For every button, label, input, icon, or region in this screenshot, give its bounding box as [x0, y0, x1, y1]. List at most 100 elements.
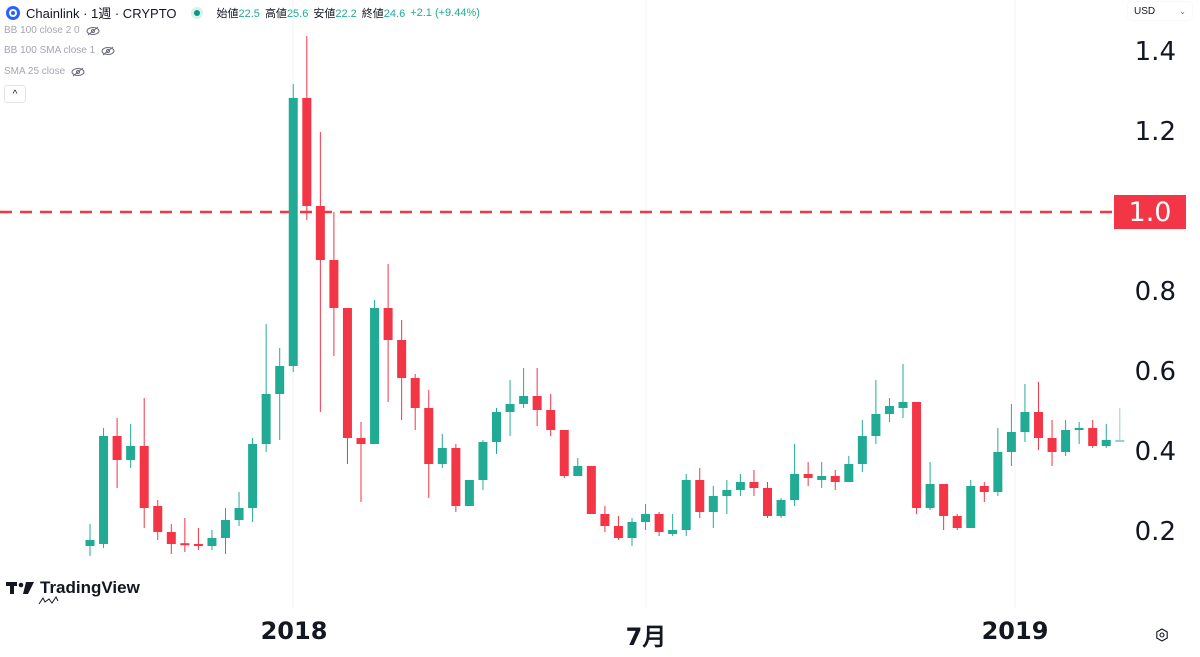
chainlink-logo-icon — [6, 5, 20, 20]
candle — [1006, 404, 1016, 466]
high-value: 25.6 — [286, 7, 309, 20]
drag-handle-icon[interactable] — [38, 596, 60, 606]
candle — [790, 444, 800, 506]
ohlc-high: 高値25.6 — [265, 5, 308, 21]
symbol-legend: Chainlink · 1週 · CRYPTO 始値22.5 高値25.6 安値… — [6, 3, 480, 22]
candle — [776, 498, 786, 518]
candle — [166, 524, 176, 554]
candle — [695, 468, 705, 518]
ohlc-open: 始値22.5 — [217, 5, 260, 21]
candle — [1061, 420, 1071, 456]
open-value: 22.5 — [238, 7, 260, 20]
candle — [180, 518, 190, 552]
candle — [410, 374, 420, 430]
y-tick-label: 0.6 — [1134, 357, 1176, 387]
candle — [857, 420, 867, 472]
low-value: 22.2 — [335, 7, 357, 20]
price-line-label[interactable]: 1.0 — [1114, 195, 1186, 229]
candle — [370, 300, 380, 444]
candle — [478, 440, 488, 490]
candle — [1101, 424, 1111, 448]
x-tick-label: 2018 — [260, 617, 328, 645]
candle — [939, 484, 949, 530]
candle — [600, 506, 610, 532]
close-value: 24.6 — [383, 7, 406, 20]
eye-off-icon[interactable] — [101, 46, 115, 56]
candle — [397, 320, 407, 420]
candles — [85, 36, 1125, 556]
y-tick-label: 1.2 — [1134, 117, 1176, 147]
y-tick-label: 0.8 — [1134, 277, 1176, 307]
price-change: +2.1 (+9.44%) — [410, 6, 480, 19]
candle — [708, 486, 718, 528]
collapse-indicators-button[interactable]: ^ — [4, 85, 26, 103]
candle — [288, 84, 298, 372]
candle — [641, 504, 651, 530]
indicator-bb-100-close[interactable]: BB 100 close 2 0 — [4, 25, 100, 36]
candle — [519, 368, 529, 408]
candle — [722, 480, 732, 514]
ohlc-low: 安値22.2 — [313, 5, 356, 21]
indicator-sma-25[interactable]: SMA 25 close — [4, 66, 85, 77]
candle — [451, 444, 461, 512]
candle — [126, 424, 136, 468]
grid-lines — [292, 0, 1016, 608]
settings-icon[interactable] — [1155, 628, 1169, 642]
candle — [221, 508, 230, 554]
candle — [925, 462, 935, 510]
x-tick-label: 2019 — [981, 617, 1049, 645]
eye-off-icon[interactable] — [86, 26, 100, 36]
open-label: 始値 — [216, 7, 239, 20]
candle — [668, 514, 678, 536]
candle — [492, 408, 501, 454]
candle — [613, 516, 623, 540]
candle — [329, 212, 339, 356]
symbol-title[interactable]: Chainlink · 1週 · CRYPTO — [26, 6, 177, 21]
tradingview-mark-icon — [6, 582, 34, 594]
candle — [586, 466, 596, 514]
candle — [1074, 422, 1084, 444]
candle — [952, 514, 962, 530]
candle — [573, 458, 583, 476]
indicator-bb-100-sma[interactable]: BB 100 SMA close 1 — [4, 45, 115, 56]
candle — [112, 418, 122, 488]
candle — [993, 428, 1003, 496]
y-tick-label: 0.2 — [1134, 517, 1176, 547]
candle — [505, 380, 515, 436]
candle — [803, 462, 813, 486]
candle — [153, 500, 163, 540]
indicator-label: SMA 25 close — [4, 66, 66, 77]
candle — [383, 264, 393, 402]
market-status-icon[interactable] — [190, 6, 203, 19]
y-tick-label: 1.4 — [1134, 37, 1176, 67]
candle — [1034, 382, 1043, 450]
candle — [830, 470, 840, 490]
candle — [193, 528, 203, 550]
tradingview-logo[interactable]: TradingView — [6, 578, 140, 598]
candle — [898, 364, 908, 418]
candle — [85, 524, 95, 556]
currency-selector[interactable]: USD ⌄ — [1128, 2, 1192, 20]
eye-off-icon[interactable] — [71, 67, 85, 77]
candle — [302, 36, 312, 220]
candle — [627, 518, 637, 546]
indicator-label: BB 100 close 2 0 — [4, 25, 80, 36]
x-tick-label: 7月 — [625, 623, 667, 651]
candle — [884, 398, 894, 422]
candle — [464, 480, 474, 506]
candle — [356, 422, 366, 502]
candle — [871, 380, 881, 444]
ohlc-close: 終値24.6 — [362, 5, 405, 21]
candle — [681, 474, 691, 536]
high-label: 高値 — [264, 7, 287, 20]
close-label: 終値 — [361, 7, 384, 20]
y-tick-label: 0.4 — [1134, 437, 1176, 467]
candle — [424, 390, 434, 498]
candle — [261, 324, 271, 452]
candle — [546, 394, 556, 436]
candle — [979, 482, 989, 502]
candle — [817, 462, 827, 488]
candle — [342, 308, 352, 464]
candle — [749, 470, 759, 496]
